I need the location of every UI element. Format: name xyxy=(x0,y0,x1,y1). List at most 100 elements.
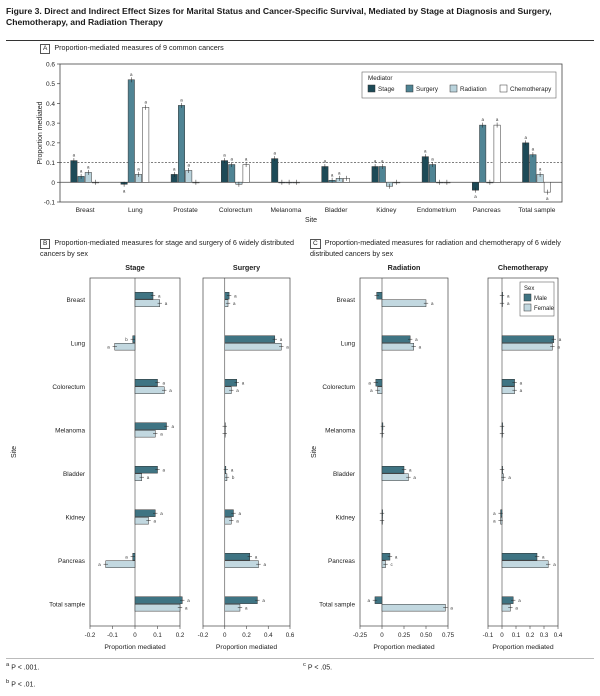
bar-female xyxy=(134,386,165,394)
panel-b-title: Proportion-mediated measures for stage a… xyxy=(40,238,295,258)
significance-mark: a xyxy=(163,468,166,473)
x-tick-label: 0.3 xyxy=(540,632,549,639)
y-tick-label: Total sample xyxy=(49,602,85,609)
legend-label-male: Male xyxy=(534,296,548,302)
footnote-a-text: P < .001. xyxy=(11,664,40,672)
significance-mark: a xyxy=(286,345,289,350)
y-tick-label: Total sample xyxy=(319,602,355,609)
subplot-title: Chemotherapy xyxy=(498,263,548,272)
legend-swatch-stage xyxy=(367,84,376,93)
significance-mark: a xyxy=(553,562,556,567)
significance-mark: a xyxy=(180,97,183,102)
significance-mark: a xyxy=(395,555,398,560)
significance-mark: a xyxy=(187,598,190,603)
bar-surgery xyxy=(479,124,487,183)
significance-mark: a xyxy=(493,519,496,524)
significance-mark: a xyxy=(160,432,163,437)
significance-mark: a xyxy=(98,562,101,567)
x-axis-label: Proportion mediated xyxy=(492,644,553,651)
x-tick-label: 0.6 xyxy=(286,632,295,639)
significance-mark: a xyxy=(238,511,241,516)
x-tick-label: 0 xyxy=(133,632,137,639)
significance-mark: a xyxy=(415,337,418,342)
y-tick-label: Bladder xyxy=(333,471,356,478)
significance-mark: a xyxy=(370,388,373,393)
subplot-frame xyxy=(202,277,291,627)
y-tick-label: Kidney xyxy=(65,515,85,522)
bar-male xyxy=(381,466,405,474)
bar-stage xyxy=(221,160,228,183)
y-tick-label: Melanoma xyxy=(55,428,85,435)
x-tick-label: Bladder xyxy=(325,207,349,214)
bar-surgery xyxy=(178,105,185,183)
y-tick-label: 0.1 xyxy=(46,160,55,167)
x-tick-label: Prostate xyxy=(173,207,198,214)
y-tick-label: 0.5 xyxy=(46,81,55,88)
bar-chemotherapy xyxy=(242,164,250,183)
y-tick-label: Pancreas xyxy=(328,558,355,565)
x-tick-label: 0.4 xyxy=(264,632,273,639)
bar-male xyxy=(134,379,158,387)
significance-mark: a xyxy=(173,166,176,171)
significance-mark: a xyxy=(508,475,511,480)
significance-mark: a xyxy=(450,606,453,611)
x-tick-label: 0 xyxy=(380,632,384,639)
significance-mark: a xyxy=(368,381,371,386)
significance-mark: a xyxy=(419,345,422,350)
x-tick-label: Melanoma xyxy=(271,207,302,214)
significance-mark: a xyxy=(539,166,542,171)
y-tick-label: Breast xyxy=(337,297,356,304)
footnote-b: b P < .01. xyxy=(6,679,36,689)
significance-mark: a xyxy=(263,562,266,567)
y-tick-label: Pancreas xyxy=(58,558,85,565)
legend-swatch-radiation xyxy=(449,84,458,93)
footnote-a: a P < .001. xyxy=(6,662,40,672)
bar-surgery xyxy=(429,164,436,183)
x-tick-label: Endometrium xyxy=(417,207,457,214)
significance-mark: a xyxy=(242,381,245,386)
bar-female xyxy=(134,430,156,438)
bar-female xyxy=(381,299,427,307)
y-tick-label: Lung xyxy=(341,341,356,348)
bar-female xyxy=(114,343,136,351)
significance-mark: a xyxy=(160,511,163,516)
footnote-b-text: P < .01. xyxy=(11,681,36,689)
significance-mark: a xyxy=(374,159,377,164)
legend-title: Sex xyxy=(524,286,534,292)
subplot-frame xyxy=(487,277,559,627)
legend-label-chemotherapy: Chemotherapy xyxy=(510,86,552,93)
y-tick-label: Melanoma xyxy=(325,428,355,435)
significance-mark: a xyxy=(158,294,161,299)
significance-mark: a xyxy=(169,388,172,393)
legend-label-stage: Stage xyxy=(378,86,395,93)
significance-mark: a xyxy=(123,188,126,193)
y-tick-label: 0.3 xyxy=(46,121,55,128)
bar-male xyxy=(134,292,154,300)
panel-c-label: C Proportion-mediated measures for radiat… xyxy=(310,238,580,258)
bar-stage xyxy=(522,142,530,183)
subplot-title: Stage xyxy=(125,263,145,272)
significance-mark: a xyxy=(431,301,434,306)
x-tick-label: 0.1 xyxy=(512,632,521,639)
x-tick-label: 0 xyxy=(500,632,504,639)
y-tick-label: 0.6 xyxy=(46,62,55,69)
bar-chemotherapy xyxy=(493,124,501,183)
y-tick-label: -0.1 xyxy=(44,200,56,207)
x-tick-label: Kidney xyxy=(376,207,397,214)
legend-swatch-male xyxy=(523,293,532,302)
significance-mark: a xyxy=(245,157,248,162)
significance-mark: a xyxy=(507,294,510,299)
significance-mark: a xyxy=(413,475,416,480)
bar-female xyxy=(381,343,414,351)
significance-mark: a xyxy=(236,519,239,524)
significance-mark: a xyxy=(474,194,477,199)
legend-box xyxy=(361,71,557,99)
significance-mark: a xyxy=(245,606,248,611)
panel-b-label: B Proportion-mediated measures for stage … xyxy=(40,238,305,258)
significance-mark: a xyxy=(557,345,560,350)
bar-stage xyxy=(421,156,429,183)
bar-male xyxy=(134,422,167,430)
significance-mark: a xyxy=(331,172,334,177)
y-tick-label: 0.4 xyxy=(46,101,55,108)
subplot-title: Radiation xyxy=(388,263,421,272)
